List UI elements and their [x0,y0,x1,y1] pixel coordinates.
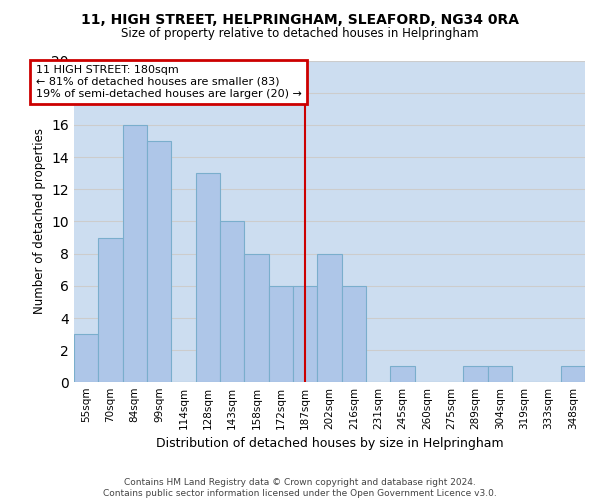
Bar [98,238,122,382]
Text: Size of property relative to detached houses in Helpringham: Size of property relative to detached ho… [121,28,479,40]
Bar [341,286,366,382]
Bar [244,254,269,382]
Bar [196,173,220,382]
Bar [463,366,488,382]
Text: Contains HM Land Registry data © Crown copyright and database right 2024.
Contai: Contains HM Land Registry data © Crown c… [103,478,497,498]
Bar [147,141,171,382]
Bar [317,254,341,382]
Bar [122,125,147,382]
Bar [220,222,244,382]
Bar [560,366,585,382]
Bar [269,286,293,382]
X-axis label: Distribution of detached houses by size in Helpringham: Distribution of detached houses by size … [155,437,503,450]
Text: 11 HIGH STREET: 180sqm
← 81% of detached houses are smaller (83)
19% of semi-det: 11 HIGH STREET: 180sqm ← 81% of detached… [35,66,301,98]
Bar [488,366,512,382]
Bar [293,286,317,382]
Bar [390,366,415,382]
Text: 11, HIGH STREET, HELPRINGHAM, SLEAFORD, NG34 0RA: 11, HIGH STREET, HELPRINGHAM, SLEAFORD, … [81,12,519,26]
Y-axis label: Number of detached properties: Number of detached properties [32,128,46,314]
Bar [74,334,98,382]
